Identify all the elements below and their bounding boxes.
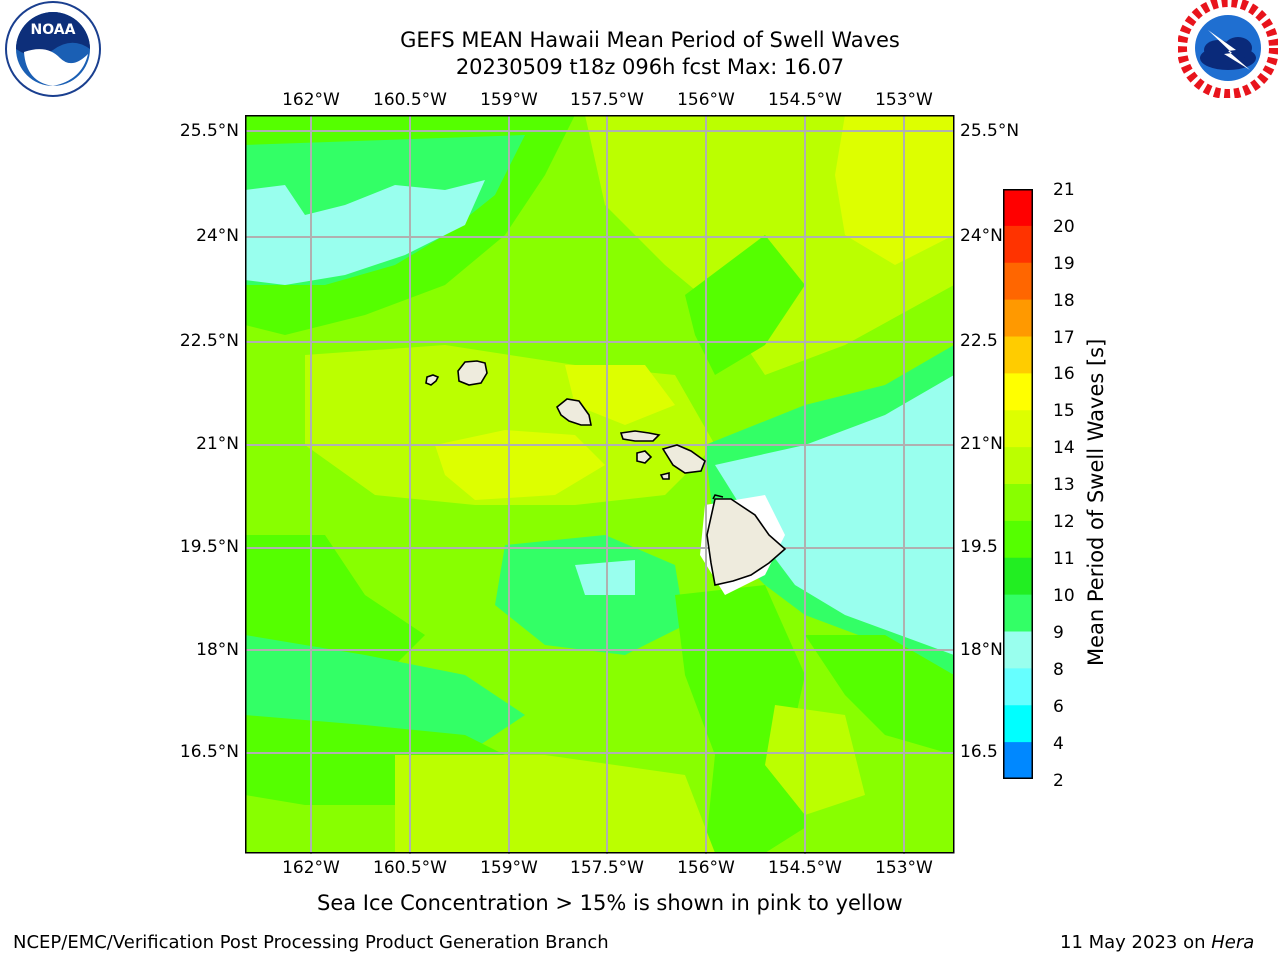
lon-tick-bottom: 162°W <box>282 858 340 878</box>
lat-tick-right: 25.5°N <box>960 121 1020 141</box>
colorbar-label: Mean Period of Swell Waves [s] <box>1084 338 1108 666</box>
colorbar-frame <box>1003 189 1033 779</box>
map-frame <box>245 115 955 854</box>
footer-date: 11 May 2023 on Hera <box>1060 932 1254 953</box>
lat-tick-right: 21°N <box>960 434 1003 454</box>
colorbar-tick: 11 <box>1053 549 1075 569</box>
chart-title: GEFS MEAN Hawaii Mean Period of Swell Wa… <box>400 28 900 52</box>
colorbar-tick: 9 <box>1053 623 1064 643</box>
colorbar-tick: 16 <box>1053 364 1075 384</box>
colorbar-tick: 15 <box>1053 401 1075 421</box>
chart-subtitle: 20230509 t18z 096h fcst Max: 16.07 <box>455 55 845 79</box>
colorbar-tick: 12 <box>1053 512 1075 532</box>
lon-tick-bottom: 154.5°W <box>768 858 842 878</box>
colorbar-segment <box>1003 373 1033 411</box>
colorbar-segment <box>1003 742 1033 780</box>
lat-tick-left: 25.5°N <box>179 121 239 141</box>
map-grid <box>245 115 954 854</box>
colorbar-tick: 10 <box>1053 586 1075 606</box>
lon-tick-top: 162°W <box>282 90 340 110</box>
colorbar-tick: 13 <box>1053 475 1075 495</box>
lon-tick-bottom: 153°W <box>875 858 933 878</box>
colorbar-tick: 21 <box>1053 180 1075 200</box>
colorbar <box>1003 189 1033 780</box>
colorbar-tick: 6 <box>1053 697 1064 717</box>
lat-tick-right: 18°N <box>960 640 1003 660</box>
lon-tick-bottom: 160.5°W <box>373 858 447 878</box>
colorbar-tick: 14 <box>1053 438 1075 458</box>
lat-tick-right: 16.5 <box>960 742 998 762</box>
sea-ice-note: Sea Ice Concentration > 15% is shown in … <box>317 891 903 915</box>
lat-tick-right: 24°N <box>960 226 1003 246</box>
colorbar-segment <box>1003 520 1033 559</box>
lon-tick-bottom: 156°W <box>677 858 735 878</box>
colorbar-segment <box>1003 631 1033 669</box>
lat-tick-left: 21°N <box>196 434 239 454</box>
lon-tick-top: 159°W <box>480 90 538 110</box>
colorbar-tick: 4 <box>1053 734 1064 754</box>
colorbar-segment <box>1003 484 1033 522</box>
colorbar-tick: 18 <box>1053 291 1075 311</box>
island-niihau <box>425 374 440 386</box>
colorbar-tick: 19 <box>1053 254 1075 274</box>
footer-credit: NCEP/EMC/Verification Post Processing Pr… <box>13 932 609 953</box>
lon-tick-bottom: 157.5°W <box>570 858 644 878</box>
colorbar-segment <box>1003 410 1033 448</box>
island-lanai <box>636 450 653 464</box>
lon-tick-top: 154.5°W <box>768 90 842 110</box>
colorbar-tick: 17 <box>1053 328 1075 348</box>
lat-tick-left: 16.5°N <box>179 742 239 762</box>
colorbar-scale <box>1003 189 1033 780</box>
colorbar-segment <box>1003 262 1033 301</box>
lat-tick-left: 24°N <box>196 226 239 246</box>
colorbar-segment <box>1003 594 1033 632</box>
noaa-logo: NOAA <box>5 1 101 97</box>
noaa-logo-text: NOAA <box>31 22 76 38</box>
lat-tick-right: 19.5 <box>960 537 998 557</box>
lon-tick-bottom: 159°W <box>480 858 538 878</box>
colorbar-segment <box>1003 668 1033 706</box>
lat-tick-left: 18°N <box>196 640 239 660</box>
lat-tick-right: 22.5 <box>960 331 998 351</box>
lon-tick-top: 157.5°W <box>570 90 644 110</box>
island-maui <box>661 444 706 474</box>
nws-logo <box>1178 0 1278 98</box>
colorbar-tick: 2 <box>1053 771 1064 791</box>
colorbar-segment <box>1003 557 1033 596</box>
swell-period-map <box>245 115 955 854</box>
lat-tick-left: 22.5°N <box>179 331 239 351</box>
colorbar-segment <box>1003 225 1033 264</box>
hawaiian-islands <box>425 360 787 586</box>
lon-tick-top: 160.5°W <box>373 90 447 110</box>
colorbar-segment <box>1003 336 1033 374</box>
island-kahoolawe <box>659 471 670 480</box>
field-fill <box>245 115 954 853</box>
lon-tick-top: 156°W <box>677 90 735 110</box>
footer-machine: Hera <box>1211 932 1255 953</box>
footer-date-text: 11 May 2023 on <box>1060 932 1212 953</box>
island-hawaii <box>706 498 787 586</box>
colorbar-tick: 8 <box>1053 660 1064 680</box>
colorbar-segment <box>1003 447 1033 485</box>
colorbar-tick: 20 <box>1053 217 1075 237</box>
colorbar-segment <box>1003 189 1033 227</box>
island-oahu <box>555 398 592 426</box>
colorbar-segment <box>1003 299 1033 337</box>
lat-tick-left: 19.5°N <box>179 537 239 557</box>
colorbar-segment <box>1003 705 1033 743</box>
lon-tick-top: 153°W <box>875 90 933 110</box>
island-kauai <box>457 360 488 386</box>
island-molokai <box>619 430 661 442</box>
